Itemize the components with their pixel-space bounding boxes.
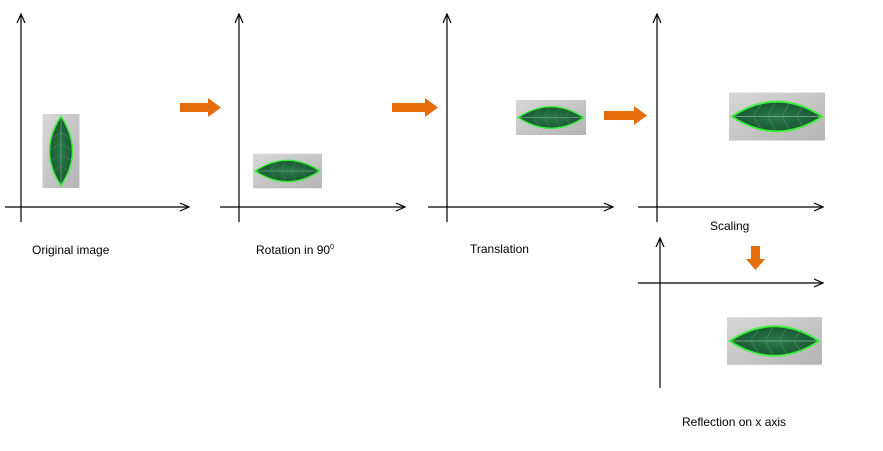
caption-rotation-text: Rotation in 90 [256, 243, 331, 257]
caption-translation: Translation [470, 242, 529, 256]
caption-reflection: Reflection on x axis [682, 415, 787, 429]
orange-block-arrow-icon [604, 106, 647, 125]
orange-block-arrow-icon [180, 98, 221, 117]
leaf-image-translated [516, 99, 586, 136]
panel-scaling [638, 14, 825, 222]
caption-original: Original image [32, 243, 110, 257]
panel-rotation [220, 14, 405, 222]
panel-original [5, 14, 189, 222]
orange-block-arrow-icon [392, 98, 438, 117]
panel-reflection [638, 238, 823, 388]
caption-rotation-degree: 0 [330, 244, 334, 251]
leaf-image-rotated [253, 152, 322, 190]
leaf-image-scaled [729, 91, 825, 142]
leaf-image-reflected [727, 316, 822, 366]
panel-translation [428, 14, 613, 222]
leaf-image-original [41, 114, 81, 188]
orange-block-arrow-icon [746, 246, 765, 270]
caption-rotation: Rotation in 900 [256, 243, 334, 257]
caption-scaling: Scaling [710, 219, 750, 233]
